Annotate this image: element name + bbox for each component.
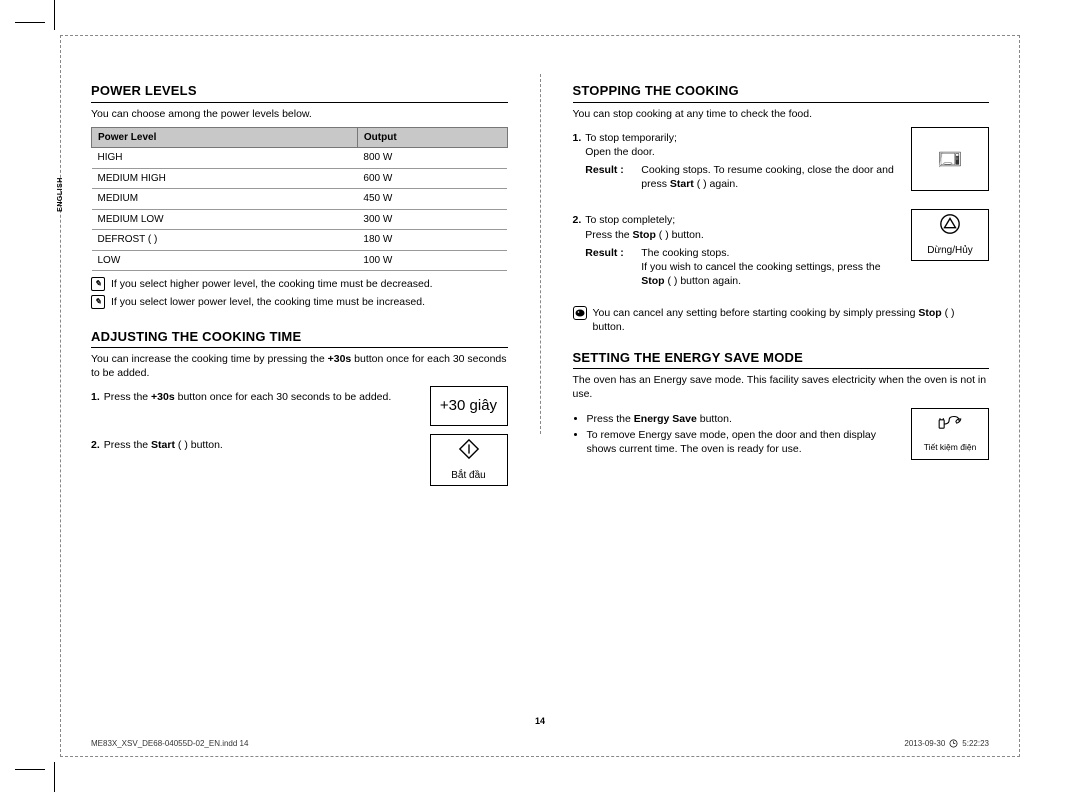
energy-intro: The oven has an Energy save mode. This f… bbox=[573, 373, 990, 401]
cancel-note: You can cancel any setting before starti… bbox=[573, 306, 990, 334]
tip-icon bbox=[573, 306, 587, 320]
manual-page: ENGLISH POWER LEVELS You can choose amon… bbox=[60, 35, 1020, 757]
stop-step1: 1. To stop temporarily; Open the door. R… bbox=[573, 127, 990, 202]
figure-30s-button: +30 giây bbox=[430, 386, 508, 426]
note-icon: ✎ bbox=[91, 277, 105, 291]
figure-start-button: Bắt đầu bbox=[430, 434, 508, 486]
note-higher-power: ✎ If you select higher power level, the … bbox=[91, 277, 508, 291]
step1-row: 1. Press the +30s button once for each 3… bbox=[91, 386, 508, 426]
stop-triangle-icon bbox=[939, 213, 961, 240]
table-row: LOW100 W bbox=[92, 250, 508, 271]
th-level: Power Level bbox=[92, 127, 358, 148]
step2-row: 2. Press the Start ( ) button. Bắt đầu bbox=[91, 434, 508, 486]
heading-power-levels: POWER LEVELS bbox=[91, 82, 508, 103]
footer-timestamp: 2013-09-30 5:22:23 bbox=[904, 739, 989, 748]
heading-adjusting: ADJUSTING THE COOKING TIME bbox=[91, 328, 508, 349]
figure-stop-button: Dừng/Hủy bbox=[911, 209, 989, 261]
language-label: ENGLISH bbox=[57, 177, 64, 212]
left-column: POWER LEVELS You can choose among the po… bbox=[91, 80, 508, 736]
page-number: 14 bbox=[535, 716, 545, 726]
right-column: STOPPING THE COOKING You can stop cookin… bbox=[573, 80, 990, 736]
table-row: MEDIUM HIGH600 W bbox=[92, 168, 508, 189]
energy-save-icon bbox=[937, 414, 963, 439]
start-diamond-icon bbox=[458, 438, 480, 465]
clock-icon bbox=[949, 739, 958, 748]
stop-step2: 2. To stop completely; Press the Stop ( … bbox=[573, 209, 990, 298]
power-table: Power Level Output HIGH800 W MEDIUM HIGH… bbox=[91, 127, 508, 272]
heading-stopping: STOPPING THE COOKING bbox=[573, 82, 990, 103]
stopping-intro: You can stop cooking at any time to chec… bbox=[573, 107, 990, 121]
microwave-icon bbox=[939, 148, 961, 170]
table-row: HIGH800 W bbox=[92, 148, 508, 169]
table-row: MEDIUM LOW300 W bbox=[92, 209, 508, 230]
note-icon: ✎ bbox=[91, 295, 105, 309]
adjusting-intro: You can increase the cooking time by pre… bbox=[91, 352, 508, 380]
energy-bullets: Press the Energy Save button. To remove … bbox=[573, 408, 990, 461]
table-row: DEFROST ( )180 W bbox=[92, 230, 508, 251]
figure-microwave-open bbox=[911, 127, 989, 191]
footer-file: ME83X_XSV_DE68-04055D-02_EN.indd 14 bbox=[91, 739, 248, 748]
power-intro: You can choose among the power levels be… bbox=[91, 107, 508, 121]
table-row: MEDIUM450 W bbox=[92, 189, 508, 210]
column-divider bbox=[540, 74, 541, 434]
heading-energy: SETTING THE ENERGY SAVE MODE bbox=[573, 349, 990, 370]
figure-energy-save: Tiết kiệm điện bbox=[911, 408, 989, 460]
note-lower-power: ✎ If you select lower power level, the c… bbox=[91, 295, 508, 309]
th-output: Output bbox=[357, 127, 507, 148]
